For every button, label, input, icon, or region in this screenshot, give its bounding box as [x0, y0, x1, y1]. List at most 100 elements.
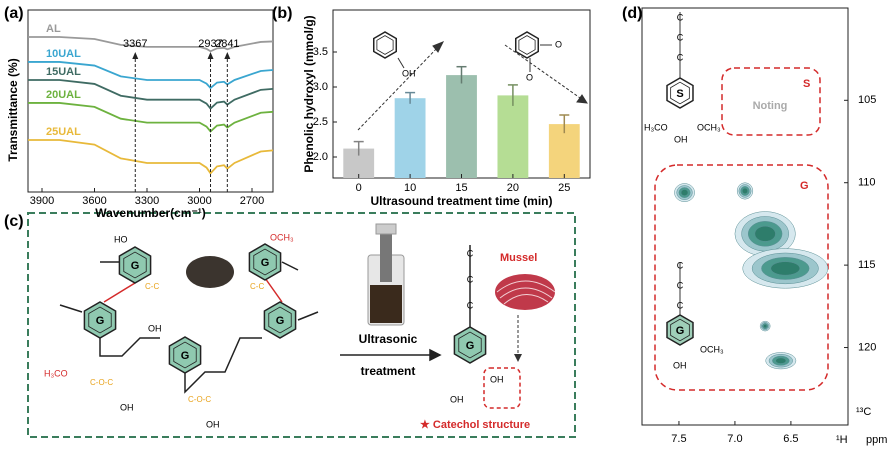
ring [168, 336, 202, 374]
ring [248, 243, 282, 281]
molecule-atom: O [526, 72, 533, 82]
molecule-arrows [357, 41, 588, 131]
caption: ★ Catechol structure [420, 419, 530, 431]
bar [394, 98, 426, 178]
ring-inner [173, 341, 197, 369]
plot-frame [641, 7, 849, 426]
x-axis-label: ppm [866, 434, 887, 446]
x-tick-label: 3600 [82, 195, 106, 207]
ring-inner [123, 251, 147, 279]
chain-atom: C [467, 300, 474, 310]
y-tick-label: 2.0 [313, 151, 328, 163]
panel-label: (a) [4, 5, 24, 22]
peak-label: 3367 [123, 38, 147, 50]
chain-atom: C [677, 300, 684, 310]
chain-atom: C [467, 248, 474, 258]
y-tick-label: 115 [858, 259, 876, 271]
x-tick-label: 0 [356, 182, 362, 194]
spectrum [28, 61, 274, 90]
chain-atom: C [677, 12, 684, 22]
region-box [721, 67, 821, 136]
contour-ring [754, 225, 776, 242]
bonds [59, 245, 471, 394]
ring-inner [670, 81, 690, 105]
x-tick-label: 2700 [240, 195, 264, 207]
bar [446, 75, 477, 178]
substituent: OH [674, 134, 688, 144]
spectrum [28, 36, 274, 53]
y-tick-label: 110 [858, 177, 876, 189]
ring-inner [268, 306, 292, 334]
x-tick-label: 6.5 [783, 433, 798, 445]
lignin-powder [186, 256, 234, 288]
ring-inner [88, 306, 112, 334]
ring-inner [253, 248, 277, 276]
series-label: 25UAL [46, 126, 81, 138]
molecule-atom: OH [402, 68, 416, 78]
peak-arrow [132, 52, 139, 59]
ring-inner [376, 35, 394, 55]
linkage: C-O-C [90, 378, 113, 387]
substituent: OH [120, 402, 134, 412]
substituent: OCH₃ [270, 232, 294, 242]
substituent: OH [148, 323, 162, 333]
hydroxyl: OH [450, 394, 464, 404]
chain-atom: C [677, 32, 684, 42]
panel-label: (b) [272, 5, 292, 22]
chain-atom: C [677, 260, 684, 270]
x-tick-label: 3300 [135, 195, 159, 207]
peak-label: 2937 [198, 38, 222, 50]
sonicator [367, 223, 405, 326]
peak-label: 2841 [215, 38, 239, 50]
x-tick-label: 10 [404, 182, 416, 194]
ring-label: G [276, 315, 285, 327]
substituent: OH [206, 419, 220, 429]
ring-inner [670, 318, 690, 342]
series-label: AL [46, 23, 61, 35]
region-label: G [800, 180, 809, 192]
substituent: OCH₃ [697, 122, 721, 132]
x-tick-label: 7.0 [727, 433, 742, 445]
ring-label: G [466, 340, 475, 352]
spectrum [28, 139, 274, 175]
x-tick-label: 15 [455, 182, 467, 194]
contour-ring [680, 189, 689, 196]
chain-atom: C [677, 280, 684, 290]
ring [263, 301, 297, 339]
ring [453, 326, 487, 364]
x-tick-label: 20 [507, 182, 519, 194]
substituent: HO [114, 234, 128, 244]
plot-frame [27, 9, 274, 193]
spectrum [28, 79, 274, 110]
contour-ring [742, 187, 748, 195]
x-tick-label: 3900 [30, 195, 54, 207]
contour-ring [763, 324, 768, 329]
substituent: OCH₃ [700, 344, 724, 354]
ring-inner [518, 35, 536, 55]
bar [497, 95, 529, 178]
peak-arrow [224, 52, 231, 59]
y-tick-label: 3.5 [313, 46, 328, 58]
process-label: Ultrasonic [359, 332, 418, 346]
y-axis-label: Transmittance (%) [6, 58, 20, 161]
substituent: H₃CO [44, 368, 68, 378]
x-nucleus: ¹H [836, 434, 848, 446]
ring [83, 301, 117, 339]
contour-ring [770, 261, 801, 276]
hydroxyl: OH [490, 374, 504, 384]
ring-label: G [261, 257, 270, 269]
chain-atom: C [467, 274, 474, 284]
ring-label: G [131, 260, 140, 272]
y-axis-label: Phenolic hydroxyl (mmol/g) [302, 15, 316, 172]
panel-frame [27, 212, 576, 438]
ring-label: S [676, 88, 683, 100]
region-label: S [803, 78, 810, 90]
linkage: C-O-C [188, 395, 211, 404]
molecule-atom: O [555, 39, 562, 49]
region-note: Noting [753, 100, 788, 112]
process-label: treatment [361, 364, 416, 378]
x-axis-label: Ultrasound treatment time (min) [370, 194, 552, 208]
y-tick-label: 2.5 [313, 116, 328, 128]
ring-label: G [181, 350, 190, 362]
